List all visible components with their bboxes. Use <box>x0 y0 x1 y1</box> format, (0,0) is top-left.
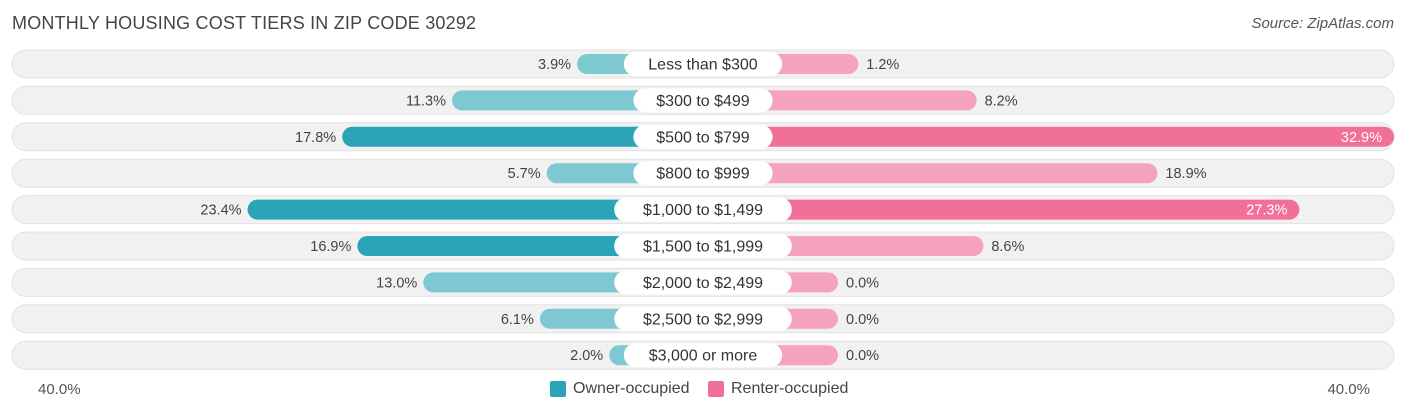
legend-item-owner: Owner-occupied <box>550 380 690 398</box>
category-label: $300 to $499 <box>656 93 750 110</box>
legend-label-owner: Owner-occupied <box>573 380 690 397</box>
legend-swatch-owner <box>550 381 566 397</box>
source-attribution: Source: ZipAtlas.com <box>1251 15 1394 32</box>
owner-value-label: 5.7% <box>508 166 541 182</box>
chart-row: $3,000 or more 2.0% 0.0% <box>11 340 1395 370</box>
category-label: Less than $300 <box>648 57 758 74</box>
renter-value-label: 0.0% <box>846 312 879 328</box>
owner-value-label: 13.0% <box>376 275 417 291</box>
renter-bar <box>703 163 1158 184</box>
category-label-bg <box>623 343 783 368</box>
chart-row: $300 to $499 11.3% 8.2% <box>11 85 1395 115</box>
renter-value-label: 8.6% <box>991 239 1024 255</box>
legend-label-renter: Renter-occupied <box>731 380 849 397</box>
owner-value-label: 3.9% <box>538 57 571 73</box>
chart-row: $1,000 to $1,499 23.4% 27.3% <box>11 195 1395 225</box>
category-label-bg <box>633 161 773 186</box>
chart-row: Less than $300 3.9% 1.2% <box>11 49 1395 79</box>
category-label-bg <box>614 234 792 258</box>
owner-value-label: 16.9% <box>310 239 351 255</box>
category-label-bg <box>614 270 792 295</box>
axis-label-right: 40.0% <box>1327 381 1370 398</box>
chart-row: $2,500 to $2,999 6.1% 0.0% <box>11 304 1395 334</box>
renter-value-label: 32.9% <box>1341 130 1382 146</box>
owner-value-label: 2.0% <box>570 348 603 364</box>
category-label: $3,000 or more <box>649 348 758 365</box>
owner-bar <box>247 199 704 220</box>
category-label-bg <box>614 306 792 331</box>
chart-row: $2,000 to $2,499 13.0% 0.0% <box>11 267 1395 297</box>
renter-value-label: 1.2% <box>866 57 899 73</box>
renter-bar <box>703 126 1395 147</box>
chart-row: $1,500 to $1,999 16.9% 8.6% <box>11 231 1395 261</box>
owner-value-label: 6.1% <box>501 312 534 328</box>
chart-row: $800 to $999 5.7% 18.9% <box>11 158 1395 188</box>
renter-value-label: 8.2% <box>985 93 1018 109</box>
owner-bar <box>342 126 703 147</box>
renter-value-label: 0.0% <box>846 348 879 364</box>
renter-value-label: 0.0% <box>846 275 879 291</box>
legend-swatch-renter <box>708 381 724 397</box>
renter-value-label: 27.3% <box>1246 203 1287 219</box>
category-label: $800 to $999 <box>656 166 750 183</box>
owner-value-label: 11.3% <box>406 93 446 109</box>
legend: Owner-occupied Renter-occupied <box>0 380 1406 400</box>
legend-item-renter: Renter-occupied <box>708 380 848 398</box>
category-label-bg <box>614 197 792 222</box>
axis-label-left: 40.0% <box>38 381 81 398</box>
category-label: $500 to $799 <box>656 129 750 146</box>
category-label: $2,500 to $2,999 <box>643 311 763 328</box>
chart-row: $500 to $799 17.8% 32.9% <box>11 122 1395 152</box>
renter-bar <box>703 199 1300 220</box>
renter-value-label: 18.9% <box>1165 166 1206 182</box>
owner-value-label: 17.8% <box>295 130 336 146</box>
category-label: $1,500 to $1,999 <box>643 239 763 256</box>
owner-value-label: 23.4% <box>200 203 241 219</box>
category-label-bg <box>623 52 783 76</box>
category-label: $2,000 to $2,499 <box>643 275 763 292</box>
chart-title: MONTHLY HOUSING COST TIERS IN ZIP CODE 3… <box>12 13 477 33</box>
category-label-bg <box>633 124 773 149</box>
category-label-bg <box>633 88 773 113</box>
category-label: $1,000 to $1,499 <box>643 202 763 219</box>
